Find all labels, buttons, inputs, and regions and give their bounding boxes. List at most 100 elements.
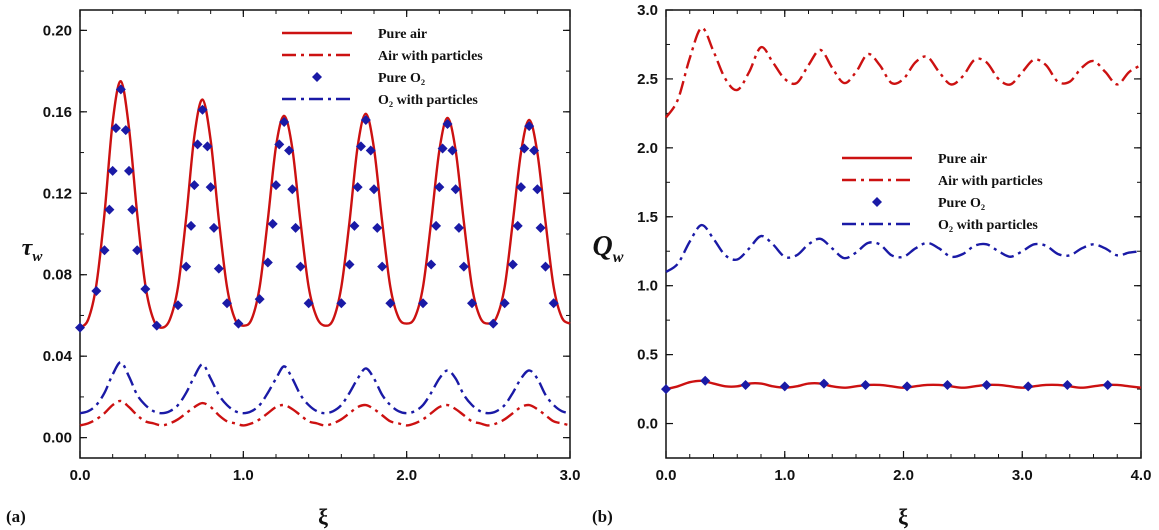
y-tick-label: 0.5: [637, 347, 658, 364]
data-point-pure-o2: [453, 222, 464, 233]
data-point-pure-o2: [222, 298, 232, 309]
series-line-air-with-particles: [79, 399, 571, 427]
data-point-pure-o2: [535, 222, 546, 233]
x-tick-label: 4.0: [1131, 467, 1152, 484]
data-point-pure-o2: [271, 180, 281, 191]
legend-label-pure-o2: Pure O₂: [378, 71, 425, 86]
data-point-pure-o2: [1062, 379, 1073, 390]
y-tick-label: 2.0: [637, 140, 658, 157]
data-point-pure-o2: [132, 245, 143, 256]
data-point-pure-o2: [377, 261, 388, 272]
data-point-pure-o2: [181, 261, 192, 272]
data-point-pure-o2: [540, 261, 551, 272]
panel-label-b: (b): [592, 507, 613, 526]
x-axis-label-b: ξ: [898, 504, 908, 529]
data-point-pure-o2: [303, 298, 314, 309]
x-tick-label: 3.0: [560, 467, 581, 484]
data-point-pure-o2: [120, 125, 131, 136]
data-point-pure-o2: [860, 379, 871, 390]
data-point-pure-o2: [818, 378, 829, 389]
legend-marker-pure-o2: [312, 72, 322, 82]
y-tick-label: 0.0: [637, 416, 658, 433]
y-tick-label: 0.08: [43, 267, 72, 284]
data-point-pure-o2: [369, 184, 379, 195]
legend-label-o2-with-particles: O₂ with particles: [378, 93, 478, 108]
legend-label-air-with-particles: Air with particles: [378, 49, 483, 64]
data-point-pure-o2: [365, 145, 376, 156]
legend-b: Pure air Air with particles Pure O₂ O₂ with…: [842, 152, 1043, 233]
data-point-pure-o2: [442, 119, 453, 130]
data-point-pure-o2: [426, 259, 437, 270]
data-point-pure-o2: [151, 320, 162, 331]
series-line-air-with-particles: [665, 26, 1142, 119]
data-point-pure-o2: [981, 379, 992, 390]
data-point-pure-o2: [127, 204, 138, 215]
x-tick-label: 3.0: [1012, 467, 1033, 484]
data-point-pure-o2: [186, 220, 197, 231]
data-point-pure-o2: [192, 139, 203, 150]
x-axis-label-a: ξ: [318, 504, 328, 529]
data-point-pure-o2: [99, 245, 110, 256]
data-point-pure-o2: [942, 379, 953, 390]
data-point-pure-o2: [279, 117, 290, 127]
data-point-pure-o2: [447, 145, 458, 156]
data-point-pure-o2: [740, 379, 751, 390]
y-tick-label: 1.5: [637, 209, 658, 226]
legend-label-pure-o2: Pure O₂: [938, 196, 985, 211]
series-line-pure-air: [79, 80, 571, 329]
legend-label-pure-air: Pure air: [938, 152, 987, 167]
data-point-pure-o2: [1102, 379, 1113, 390]
data-point-pure-o2: [434, 182, 445, 193]
x-tick-label: 0.0: [656, 467, 677, 484]
data-point-pure-o2: [267, 218, 278, 229]
x-tick-label: 1.0: [774, 467, 795, 484]
data-point-pure-o2: [458, 261, 469, 272]
y-tick-label: 0.04: [43, 348, 73, 365]
data-point-pure-o2: [213, 263, 224, 274]
x-tick-label: 2.0: [893, 467, 914, 484]
data-point-pure-o2: [779, 381, 790, 392]
data-point-pure-o2: [290, 222, 301, 233]
series-line-o2-with-particles: [665, 223, 1142, 273]
y-tick-label: 0.12: [43, 185, 72, 202]
data-point-pure-o2: [349, 220, 360, 231]
x-tick-label: 2.0: [396, 467, 417, 484]
y-tick-label: 3.0: [637, 2, 658, 19]
data-point-pure-o2: [499, 298, 510, 309]
data-point-pure-o2: [107, 165, 118, 176]
y-axis-subscript-a: w: [32, 249, 43, 265]
data-point-pure-o2: [450, 184, 461, 195]
data-point-pure-o2: [344, 259, 355, 270]
legend-label-pure-air: Pure air: [378, 27, 427, 42]
legend-a: Pure air Air with particles Pure O₂ O₂ with…: [282, 27, 483, 108]
y-tick-label: 2.5: [637, 71, 658, 88]
data-point-pure-o2: [548, 298, 559, 309]
data-point-pure-o2: [115, 84, 126, 95]
chart-panel-a: 0.0 1.0 2.0 3.0 0.00 0.04 0.08 0.12 0.16 0.20 ξ τ…: [6, 9, 581, 529]
data-point-pure-o2: [197, 104, 208, 115]
data-point-pure-o2: [385, 298, 396, 309]
x-tick-label: 0.0: [70, 467, 91, 484]
chart-panel-b: 0.0 1.0 2.0 3.0 4.0 0.0 0.5 1.0 1.5 2.0 2.5 3.0 ξ Q…: [592, 2, 1151, 529]
data-point-pure-o2: [205, 182, 216, 193]
data-point-pure-o2: [233, 318, 244, 329]
y-axis-symbol-b: Q: [593, 231, 613, 262]
data-point-pure-o2: [512, 220, 523, 231]
data-point-pure-o2: [274, 139, 285, 150]
data-point-pure-o2: [355, 141, 366, 152]
data-point-pure-o2: [140, 283, 151, 294]
ticks-b: 0.0 1.0 2.0 3.0 4.0 0.0 0.5 1.0 1.5 2.0 2.5 3.0: [637, 2, 1151, 484]
data-point-pure-o2: [91, 286, 102, 297]
panel-label-a: (a): [6, 507, 26, 526]
legend-marker-pure-o2: [872, 197, 882, 207]
data-point-pure-o2: [284, 145, 295, 156]
data-point-pure-o2: [418, 298, 428, 309]
legend-label-o2-with-particles: O₂ with particles: [938, 218, 1038, 233]
plot-frame-a: [79, 9, 571, 459]
data-point-pure-o2: [254, 294, 265, 305]
legend-label-air-with-particles: Air with particles: [938, 174, 1043, 189]
series-line-o2-with-particles: [79, 361, 571, 415]
series-group-a: [75, 80, 571, 427]
data-point-pure-o2: [295, 261, 306, 272]
